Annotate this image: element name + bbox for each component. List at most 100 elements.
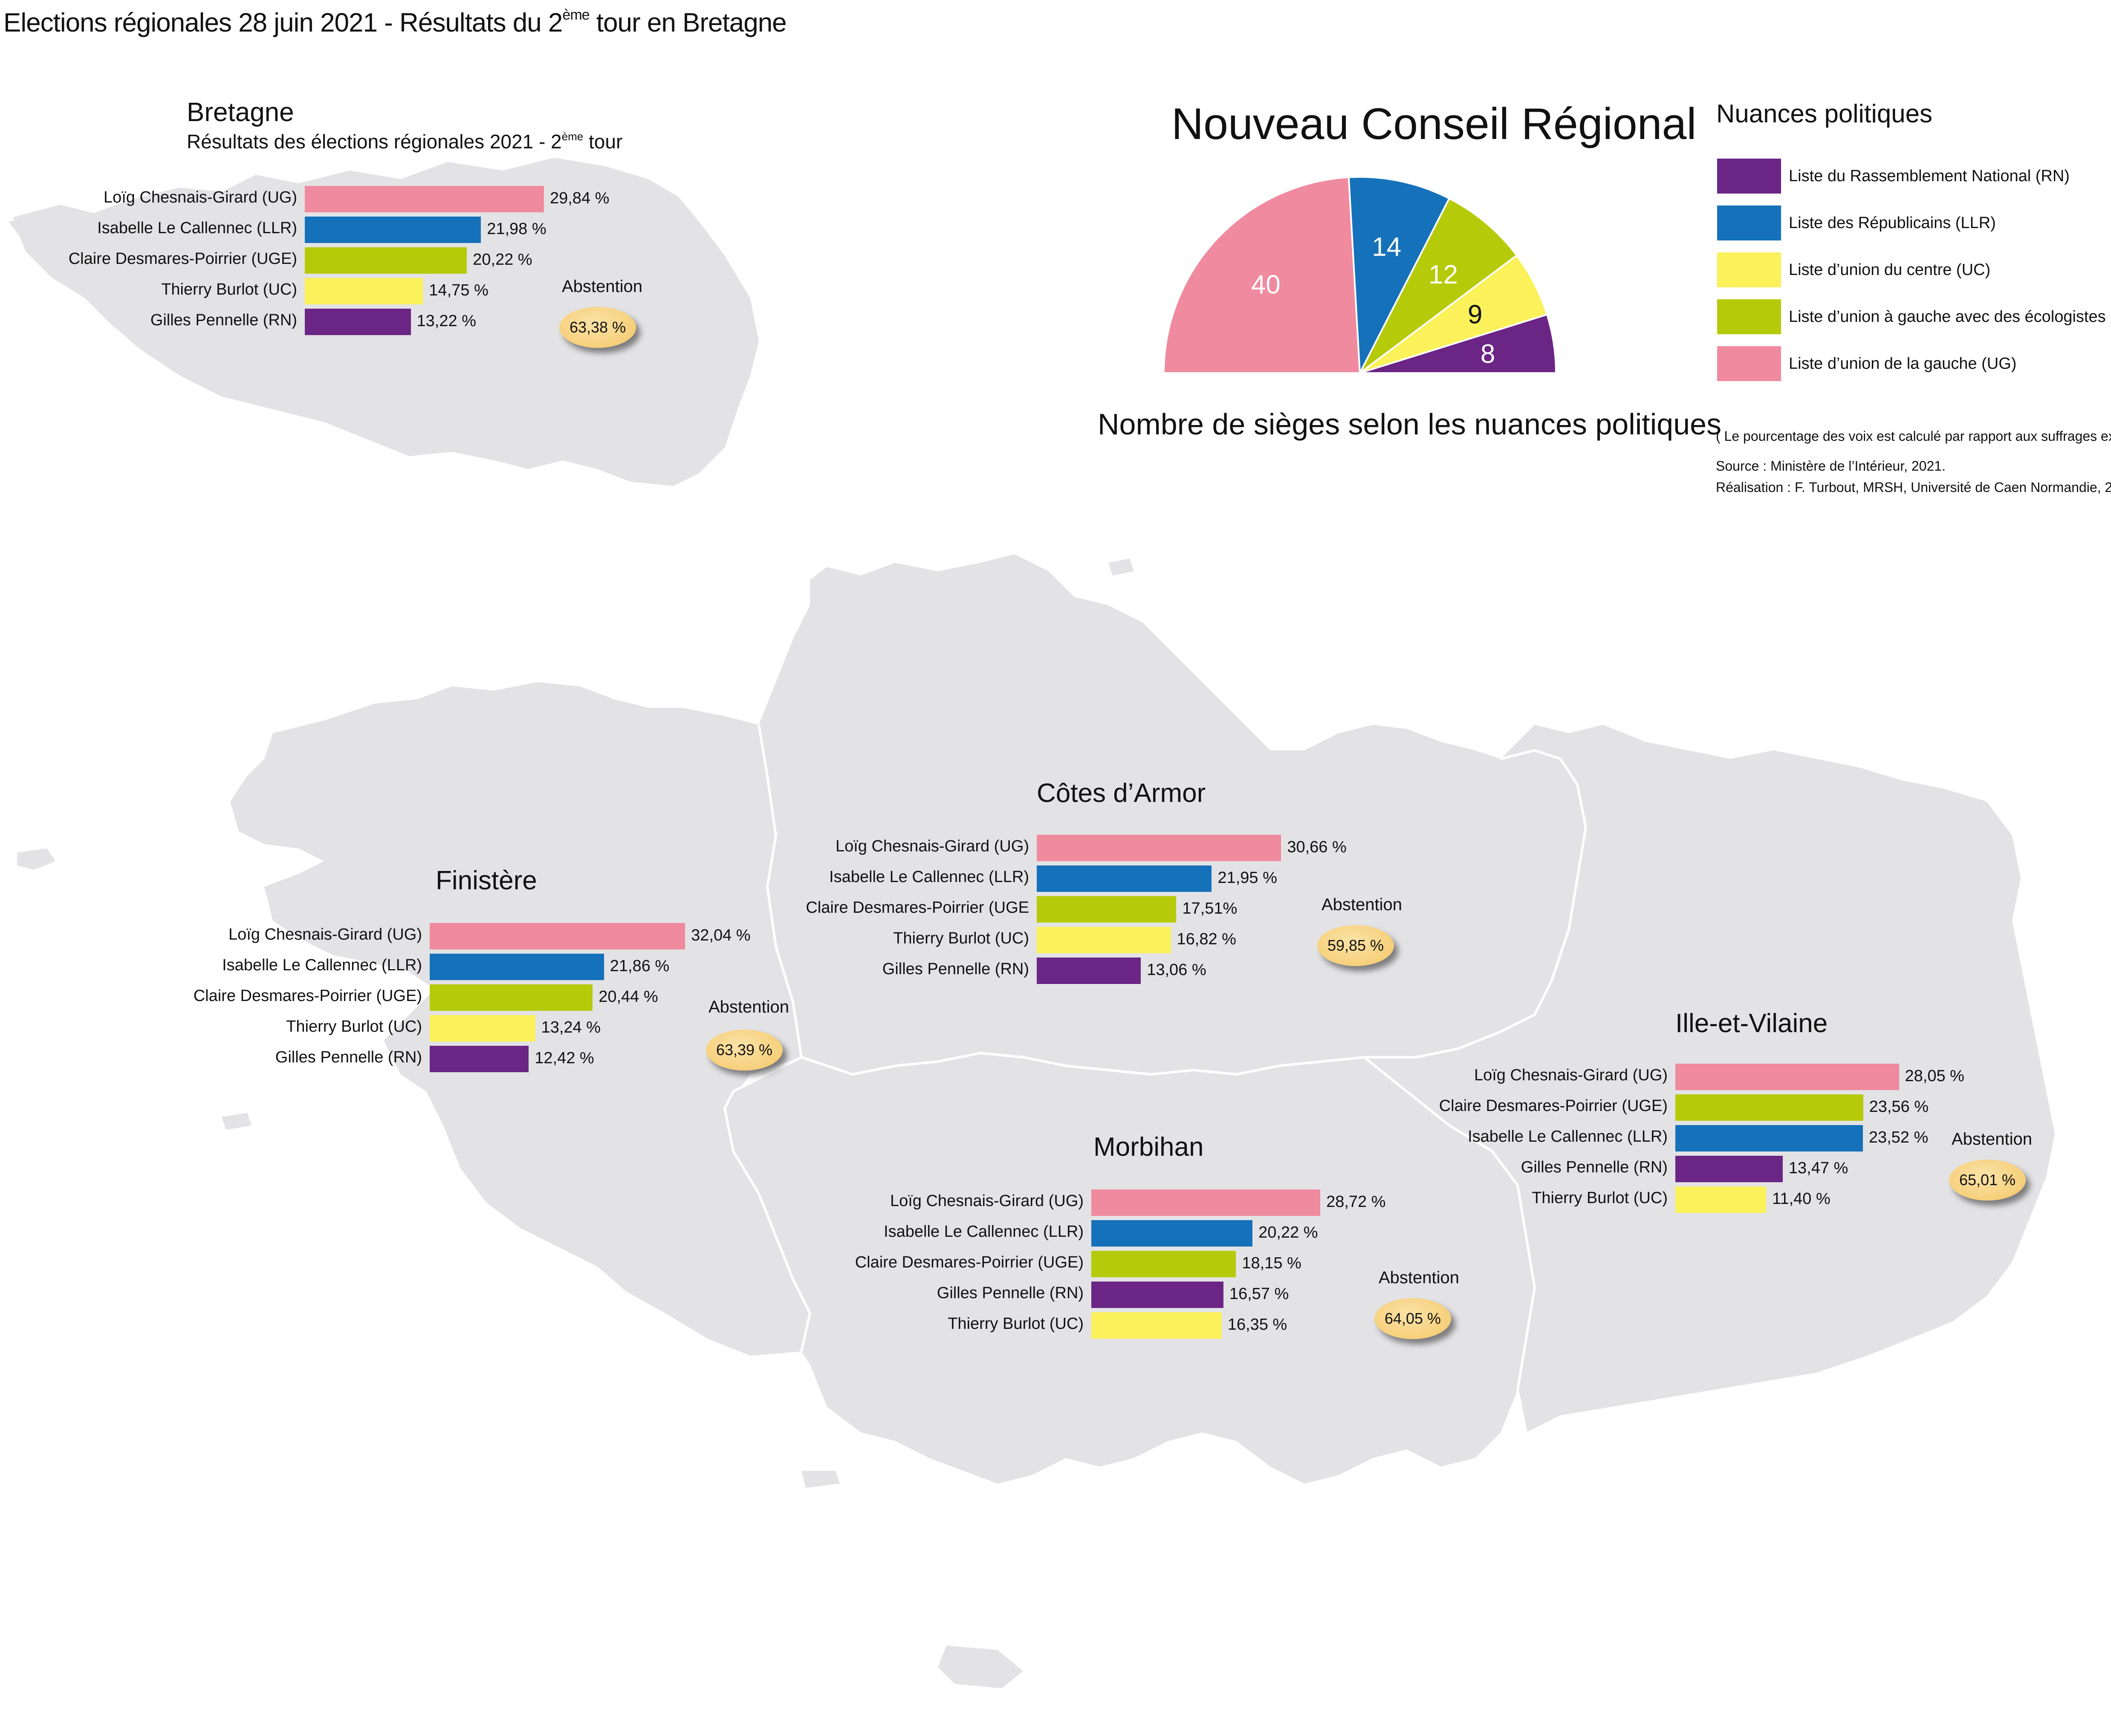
legend-label: Liste d’union du centre (UC) [1789,261,1991,279]
candidate-label: Isabelle Le Callennec (LLR) [829,868,1029,886]
border-finistere-cotes [758,724,803,1058]
result-percentage: 32,04 % [691,926,751,944]
legend-label: Liste d’union de la gauche (UG) [1789,355,2017,373]
result-bar-uc [1091,1312,1222,1339]
candidate-label: Isabelle Le Callennec (LLR) [97,219,297,237]
bretagne-subtitle: Résultats des élections régionales 2021 … [187,130,622,153]
result-bar-ug [1037,835,1281,861]
legend-swatch [1717,346,1781,381]
result-bar-uc [305,278,423,304]
border-cotes-morbihan [801,1051,1365,1076]
result-bar-uc [430,1015,535,1042]
candidate-label: Thierry Burlot (UC) [286,1018,422,1036]
bretagne-name: Bretagne [187,98,294,127]
legend-swatch [1717,299,1781,334]
result-percentage: 23,52 % [1868,1128,1929,1146]
candidate-label: Gilles Pennelle (RN) [1521,1158,1668,1176]
result-bar-uc [1675,1186,1767,1213]
bretagne-subtitle-text-end: tour [583,130,623,153]
result-percentage: 21,95 % [1217,869,1277,887]
seat-slice-uc [1359,254,1548,374]
seat-slice-llr [1348,176,1451,376]
result-percentage: 28,72 % [1326,1193,1386,1211]
result-bar-ug [1675,1064,1899,1090]
result-percentage: 13,06 % [1147,961,1206,979]
map-cotes-darmor [759,554,1586,1074]
legend-title: Nuances politiques [1716,99,1932,128]
result-percentage: 20,22 % [1258,1224,1318,1241]
result-bar-llr [1091,1220,1253,1247]
result-bar-llr [1675,1125,1863,1152]
result-percentage: 29,84 % [549,189,610,207]
seat-count-ug: 40 [1251,270,1281,300]
result-percentage: 16,82 % [1177,930,1236,948]
result-bar-uge [1091,1251,1236,1277]
candidate-label: Claire Desmares-Poirrier (UGE) [855,1253,1084,1271]
result-bar-llr [1037,865,1212,892]
candidate-label: Claire Desmares-Poirrier (UGE) [1439,1097,1668,1115]
main-title-text: Elections régionales 28 juin 2021 - Résu… [3,8,563,38]
result-bar-llr [305,217,481,243]
result-percentage: 13,22 % [416,312,476,330]
candidate-label: Isabelle Le Callennec (LLR) [1468,1128,1668,1146]
note-realisation: Réalisation : F. Turbout, MRSH, Universi… [1716,480,2111,495]
map-island-ouessant [17,848,55,870]
candidate-label: Thierry Burlot (UC) [948,1315,1084,1333]
cotes-darmor-abstention-label: Abstention [1322,895,1403,914]
candidate-label: Loïg Chesnais-Girard (UG) [103,188,297,206]
main-title-text-end: tour en Bretagne [589,8,787,38]
legend-swatch [1717,205,1781,240]
candidate-label: Loïg Chesnais-Girard (UG) [228,926,422,943]
seat-slice-uge [1359,197,1518,374]
result-bar-rn [430,1046,529,1072]
candidate-label: Gilles Pennelle (RN) [937,1284,1084,1302]
result-bar-llr [430,954,604,980]
legend-label: Liste du Rassemblement National (RN) [1789,167,2070,185]
main-title-sup: ème [562,7,590,23]
result-bar-rn [1037,958,1141,984]
seat-count-rn: 8 [1481,339,1495,369]
ille-et-vilaine-abstention-badge: 65,01 % [1949,1160,2026,1201]
bretagne-subtitle-sup: ème [561,130,584,143]
result-bar-ug [430,923,685,949]
finistere-abstention-label: Abstention [708,998,789,1016]
result-bar-rn [1091,1282,1223,1308]
candidate-label: Claire Desmares-Poirrier (UGE) [193,987,422,1005]
legend-swatch [1717,159,1781,194]
map-island-sein [222,1113,252,1130]
bretagne-subtitle-text: Résultats des élections régionales 2021 … [187,130,562,153]
result-bar-uc [1037,927,1171,953]
note-source: Source : Ministère de l’Intérieur, 2021. [1716,458,1946,474]
result-percentage: 16,57 % [1229,1285,1289,1303]
result-percentage: 18,15 % [1242,1254,1301,1272]
result-bar-uge [430,984,593,1011]
cotes-darmor-name: Côtes d’Armor [1037,778,1206,808]
conseil-title: Nouveau Conseil Régional [1171,99,1697,149]
finistere-name: Finistère [436,866,537,895]
result-bar-rn [1675,1156,1783,1182]
candidate-label: Isabelle Le Callennec (LLR) [222,956,422,974]
result-bar-ug [1091,1189,1321,1216]
conseil-seats-chart: 40 14 12 9 8 [1162,176,1557,376]
result-percentage: 21,98 % [487,220,547,238]
result-percentage: 17,51% [1182,900,1238,917]
border-cotes-ille [1364,749,1588,1059]
cotes-darmor-abstention-badge: 59,85 % [1317,925,1394,966]
map-island-belle-ile [938,1646,1023,1688]
result-percentage: 21,86 % [610,957,670,975]
candidate-label: Gilles Pennelle (RN) [275,1048,422,1066]
main-title: Elections régionales 28 juin 2021 - Résu… [3,7,787,38]
result-bar-uge [1675,1094,1863,1121]
inset-island [9,217,38,239]
candidate-label: Thierry Burlot (UC) [893,929,1029,947]
morbihan-abstention-label: Abstention [1379,1268,1460,1287]
legend-swatch [1717,252,1781,287]
result-percentage: 12,42 % [535,1049,594,1067]
bretagne-abstention-label: Abstention [562,277,643,296]
result-bar-uge [1037,896,1177,923]
conseil-subtitle: Nombre de sièges selon les nuances polit… [1098,408,1722,441]
seat-slice-rn [1359,313,1557,374]
morbihan-name: Morbihan [1093,1132,1204,1162]
candidate-label: Thierry Burlot (UC) [1532,1189,1668,1207]
bretagne-abstention-badge: 63,38 % [559,307,636,348]
